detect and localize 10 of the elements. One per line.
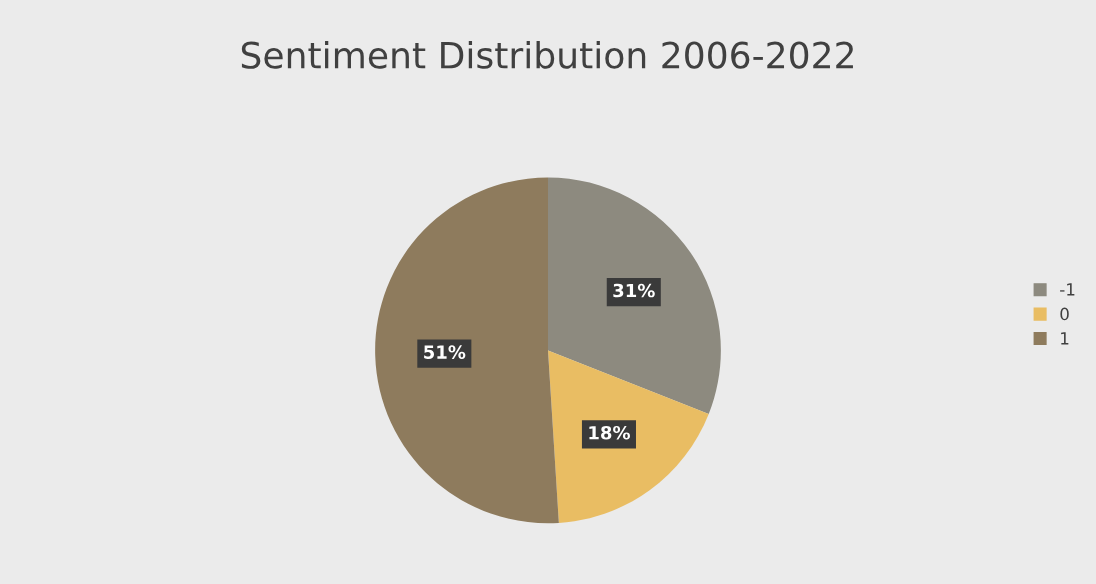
legend-label: 0 xyxy=(1060,307,1069,321)
pie-slice xyxy=(375,177,559,524)
pie-slice xyxy=(548,177,721,415)
legend-label: 1 xyxy=(1061,332,1069,345)
legend-label: -1 xyxy=(1060,283,1075,296)
data-label: 31% xyxy=(613,283,655,298)
pie-slice xyxy=(548,350,709,523)
chart-title: Sentiment Distribution 2006-2022 xyxy=(241,40,853,69)
data-label: 18% xyxy=(589,425,630,440)
data-label: 51% xyxy=(424,345,466,359)
